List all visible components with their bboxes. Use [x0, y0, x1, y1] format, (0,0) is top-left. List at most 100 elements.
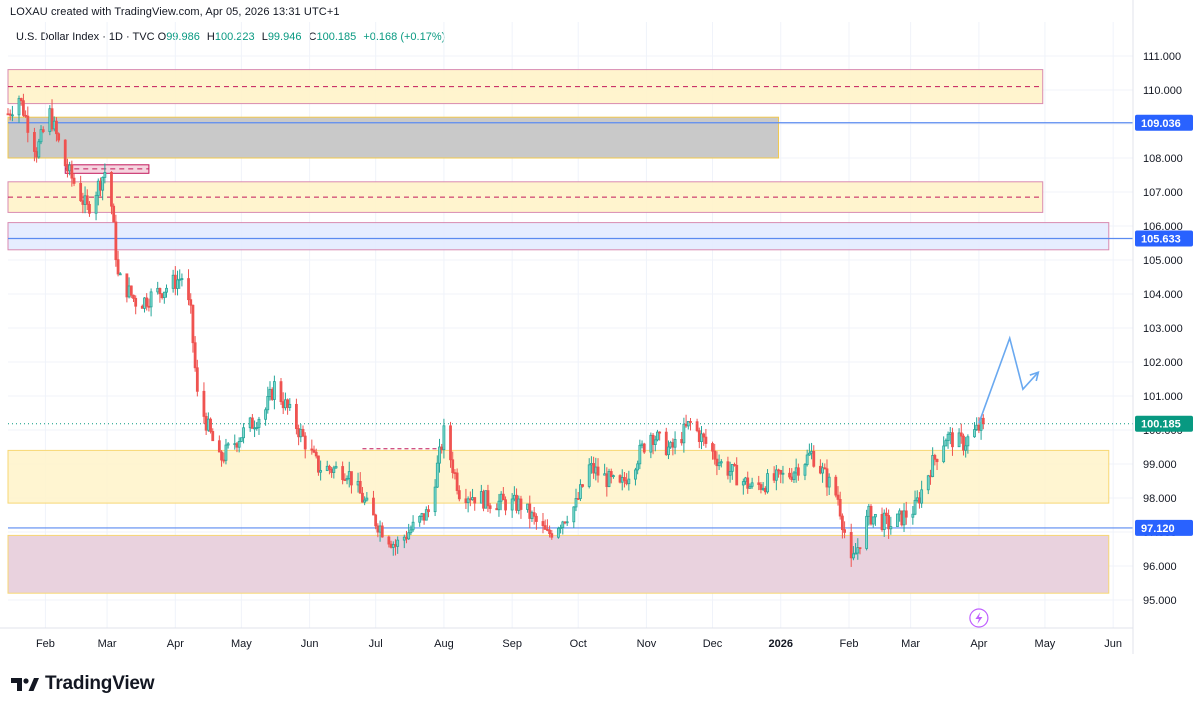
candle-body [686, 421, 690, 427]
candle-body [807, 452, 811, 456]
candle-body [41, 129, 45, 133]
close-value: 100.185 [316, 31, 357, 43]
candle-body [726, 461, 730, 476]
candle-body [334, 466, 338, 469]
candle-body [735, 464, 739, 486]
candle-body [407, 532, 411, 540]
candle-body [889, 526, 893, 530]
price-tag [1135, 519, 1193, 536]
candle-body [427, 509, 430, 513]
candle-body [438, 446, 441, 464]
candle-body [145, 297, 149, 307]
candle-body [948, 432, 952, 435]
high-value: 100.223 [214, 31, 255, 43]
candle-body [411, 521, 415, 531]
candle-body [361, 492, 364, 503]
candle-body [343, 479, 347, 482]
candle-body [70, 164, 74, 179]
candle-body [365, 497, 369, 501]
candle-body [468, 498, 472, 501]
x-tick-label: Feb [36, 638, 55, 650]
candle-body [341, 466, 345, 481]
candle-body [719, 461, 723, 464]
candle-body [391, 544, 395, 548]
candle-body [911, 513, 915, 518]
candle-body [451, 459, 455, 473]
candle-body [312, 449, 316, 453]
y-tick-label: 95.000 [1143, 595, 1177, 607]
candle-body [515, 494, 518, 511]
candle-body [11, 114, 14, 117]
candle-body [356, 480, 360, 486]
x-tick-label: Oct [570, 638, 587, 650]
candle-body [609, 471, 613, 478]
candle-body [733, 464, 736, 466]
candle-body [110, 172, 113, 207]
candle-body [26, 115, 30, 133]
candle-body [394, 544, 397, 547]
candle-body [330, 469, 334, 473]
candle-body [85, 195, 89, 205]
candle-body [268, 388, 272, 397]
candle-body [484, 490, 488, 509]
open-value: 99.986 [166, 31, 200, 43]
candle-body [777, 469, 780, 472]
candle-body [973, 429, 976, 438]
candle-body [35, 151, 39, 158]
low-value: 99.946 [267, 31, 302, 43]
candle-body [803, 464, 807, 476]
candle-body [162, 291, 166, 299]
candle-body [283, 399, 287, 409]
candle-body [226, 443, 230, 446]
candle-body [486, 490, 490, 507]
candle-body [618, 475, 622, 483]
candle-body [374, 514, 378, 527]
candle-body [759, 484, 763, 490]
brand[interactable]: TradingView [11, 673, 155, 695]
candle-body [920, 489, 924, 504]
candle-body [526, 503, 529, 510]
candle-body [418, 516, 422, 523]
candle-body [233, 443, 237, 446]
candle-body [433, 486, 437, 513]
candle-body [295, 403, 298, 430]
candle-body [836, 494, 840, 500]
candle-body [504, 499, 507, 511]
candle-body [479, 491, 483, 504]
candle-body [235, 443, 239, 448]
x-tick-label: Sep [502, 638, 522, 650]
candle-body [512, 494, 516, 500]
candle-body [143, 297, 146, 309]
candle-body [314, 451, 318, 457]
candle-body [66, 165, 69, 172]
candle-body [253, 427, 256, 430]
candle-body [134, 297, 138, 307]
x-tick-label: Nov [637, 638, 657, 650]
candle-body [913, 499, 917, 515]
candle-body [975, 424, 979, 430]
candle-body [576, 498, 580, 500]
candle-body [812, 450, 816, 467]
candle-body [849, 532, 853, 559]
candle-body [673, 439, 677, 448]
candle-body [543, 525, 547, 530]
candle-body [237, 441, 241, 448]
candle-body [301, 428, 305, 437]
candle-body [818, 465, 822, 474]
candle-body [612, 475, 615, 478]
candle-body [623, 477, 626, 481]
lightning-bolt [975, 612, 983, 624]
candle-body [389, 543, 393, 548]
candle-body [898, 510, 902, 515]
candle-body [187, 278, 190, 301]
candle-body [550, 533, 554, 538]
candle-body [534, 515, 538, 522]
candle-body [473, 497, 477, 504]
symbol-name[interactable]: U.S. Dollar Index · 1D · TVC [16, 31, 155, 43]
candle-body [286, 399, 289, 408]
candle-body [581, 484, 585, 487]
candle-body [209, 418, 212, 432]
x-tick-label: Aug [434, 638, 454, 650]
y-tick-label: 96.000 [1143, 561, 1177, 573]
